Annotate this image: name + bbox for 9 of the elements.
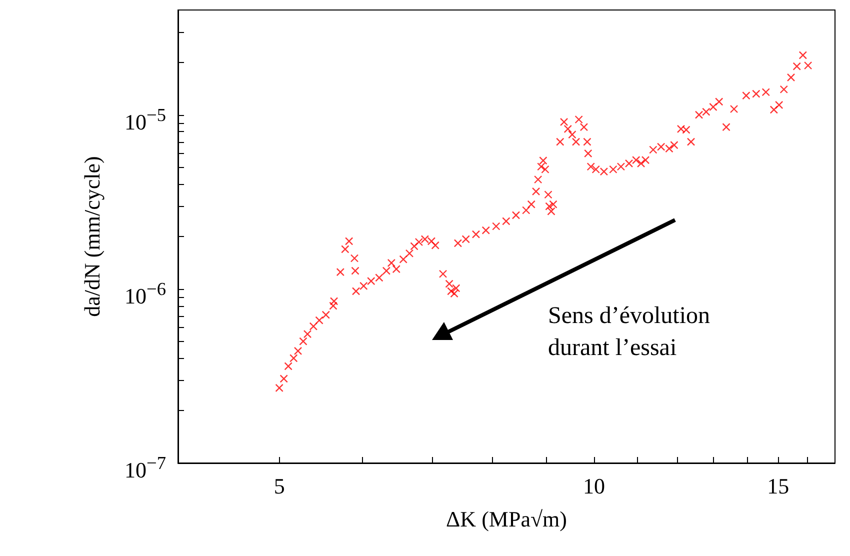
y-tick-label: 10$^{−5}$ [124, 104, 166, 134]
x-axis-title: ΔK (MPa√m) [446, 506, 567, 532]
y-axis-title: da/dN (mm/cycle) [80, 156, 104, 317]
annotation: Sens d’évolution durant l’essai [548, 303, 710, 361]
x-tick-label: 10 [583, 474, 606, 498]
x-tick-label: 5 [274, 474, 285, 498]
y-tick-label: 10$^{−7}$ [124, 452, 166, 482]
y-tick-label: 10$^{−6}$ [124, 278, 166, 308]
x-tick-label: 15 [767, 474, 790, 498]
